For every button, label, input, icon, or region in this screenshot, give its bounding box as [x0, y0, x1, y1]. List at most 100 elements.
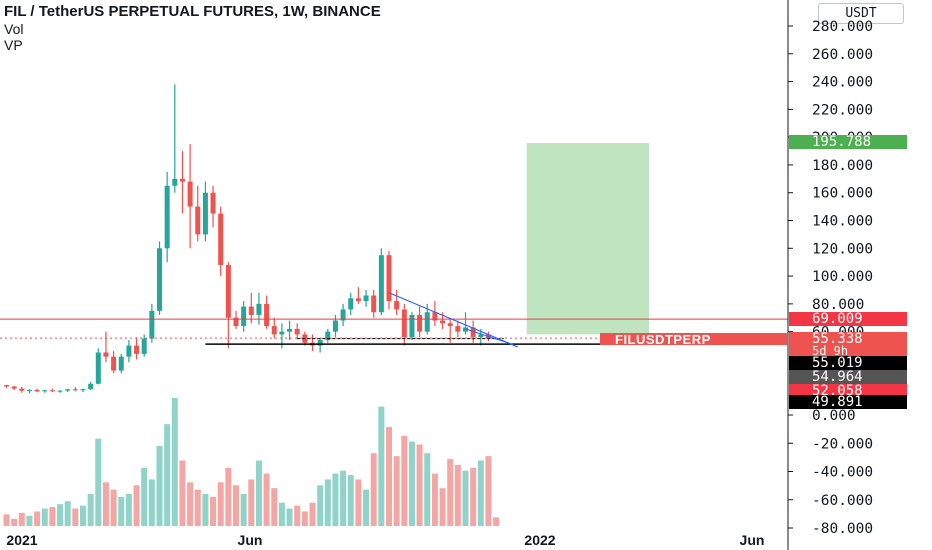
- price-label-text: 49.891: [812, 394, 863, 410]
- price-label-badge: [789, 312, 907, 326]
- candle-body: [287, 328, 293, 332]
- candle-body: [394, 301, 400, 310]
- candle-body: [455, 326, 461, 332]
- price-label-text: 69.009: [812, 311, 863, 327]
- candle-body: [72, 389, 78, 391]
- time-axis: 2021 Jun 2022 Jun: [6, 532, 764, 548]
- candle-body: [424, 312, 430, 332]
- y-tick-label: 140.000: [812, 214, 873, 230]
- candle-body: [88, 383, 94, 390]
- y-tick-label: 120.000: [812, 241, 873, 257]
- candle-body: [440, 320, 446, 324]
- price-label-badge: [789, 332, 907, 359]
- volume-bar: [202, 493, 209, 526]
- candle-body: [233, 317, 239, 327]
- volume-bar: [80, 505, 86, 526]
- y-tick-label: 160.000: [812, 186, 873, 202]
- volume-bar: [294, 505, 301, 526]
- y-tick-label: 280.000: [812, 19, 873, 35]
- y-tick-label: -20.000: [812, 436, 873, 452]
- volume-bar: [233, 485, 239, 526]
- symbol-label-badge: [600, 333, 788, 345]
- candle-body: [134, 345, 140, 354]
- candle-body: [141, 338, 147, 354]
- volume-bar: [370, 453, 377, 526]
- candle-body: [187, 181, 193, 207]
- y-tick-label: -60.000: [812, 493, 873, 509]
- candle-body: [332, 320, 338, 332]
- volume-bar: [64, 501, 71, 526]
- volume-bar: [386, 427, 392, 526]
- candle-body: [355, 298, 361, 302]
- volume-bar: [141, 467, 148, 526]
- price-label-text: 54.964: [812, 369, 863, 385]
- candle-body: [179, 178, 185, 182]
- volume-bar: [255, 460, 262, 526]
- currency-unit-button[interactable]: USDT: [818, 3, 904, 24]
- volume-bar: [210, 496, 217, 526]
- candle-body: [241, 306, 247, 327]
- price-label-text: 195.788: [812, 134, 871, 150]
- volume-bar: [462, 470, 469, 526]
- candle-body: [164, 185, 170, 249]
- y-tick-label: 220.000: [812, 102, 873, 118]
- x-tick-label: 2022: [524, 532, 555, 548]
- trend-line: [388, 292, 518, 348]
- volume-bar: [340, 470, 347, 526]
- volume-bar: [447, 459, 454, 526]
- volume-bar: [72, 508, 79, 526]
- volume-bar: [278, 502, 285, 526]
- volume-bar: [18, 512, 25, 526]
- volume-bar: [57, 504, 64, 526]
- candle-body: [11, 386, 17, 389]
- volume-bar: [194, 489, 201, 526]
- volume-bar: [439, 488, 446, 526]
- volume-bar: [87, 493, 94, 526]
- volume-bar: [11, 518, 18, 526]
- volume-bar: [49, 507, 56, 526]
- candle-body: [149, 310, 155, 339]
- candle-body: [463, 327, 468, 332]
- volume-bar: [133, 485, 140, 526]
- volume-bar: [286, 508, 293, 526]
- candle-body: [80, 389, 86, 391]
- candle-body: [157, 248, 162, 311]
- volume-bar: [424, 453, 431, 526]
- volume-bar: [217, 482, 224, 526]
- volume-indicator-label[interactable]: Vol: [4, 21, 24, 37]
- volume-bar: [332, 473, 339, 526]
- y-tick-label: 80.000: [812, 297, 864, 313]
- volume-bar: [240, 493, 247, 526]
- volume-bar: [187, 482, 194, 526]
- volume-bar: [324, 479, 331, 526]
- volume-bar: [110, 489, 117, 526]
- candle-body: [371, 295, 377, 313]
- volume-bar: [363, 489, 370, 526]
- candle-body: [118, 356, 124, 371]
- volume-bar: [454, 464, 461, 526]
- volume-bar: [164, 424, 171, 526]
- volume-bar: [248, 479, 255, 526]
- y-tick-label: 100.000: [812, 269, 873, 285]
- candle-body: [225, 264, 231, 318]
- volume-bar: [148, 479, 155, 526]
- candle-body: [111, 356, 117, 371]
- candle-body: [65, 389, 71, 391]
- price-label-countdown: 5d 9h: [812, 344, 848, 358]
- price-label-badge: [789, 384, 907, 398]
- candle-body: [256, 303, 262, 315]
- chart-title: FIL / TetherUS PERPETUAL FUTURES, 1W, BI…: [4, 3, 381, 20]
- candle-body: [325, 331, 331, 340]
- candle-body: [264, 303, 270, 327]
- candle-body: [317, 339, 323, 346]
- volume-bar: [125, 493, 132, 526]
- volume-profile-indicator-label[interactable]: VP: [4, 37, 23, 53]
- volume-bar: [401, 435, 408, 526]
- volume-bar: [118, 496, 125, 526]
- volume-bar: [477, 460, 484, 526]
- candle-body: [172, 178, 178, 186]
- price-label-text: 55.338: [812, 331, 863, 347]
- candle-body: [417, 314, 423, 332]
- volume-bar: [179, 460, 186, 526]
